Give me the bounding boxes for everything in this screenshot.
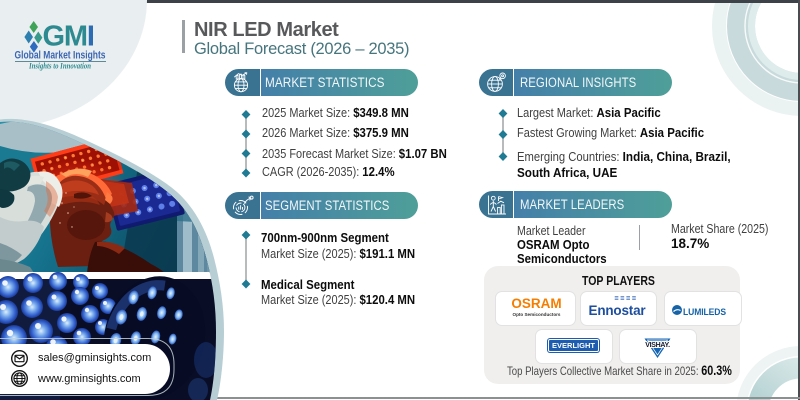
svg-text:GMI: GMI xyxy=(43,21,94,53)
svg-text:Global Market Insights: Global Market Insights xyxy=(15,50,106,62)
svg-text:VISHAY.: VISHAY. xyxy=(645,342,670,349)
svg-text:Insights to Innovation: Insights to Innovation xyxy=(28,62,91,71)
